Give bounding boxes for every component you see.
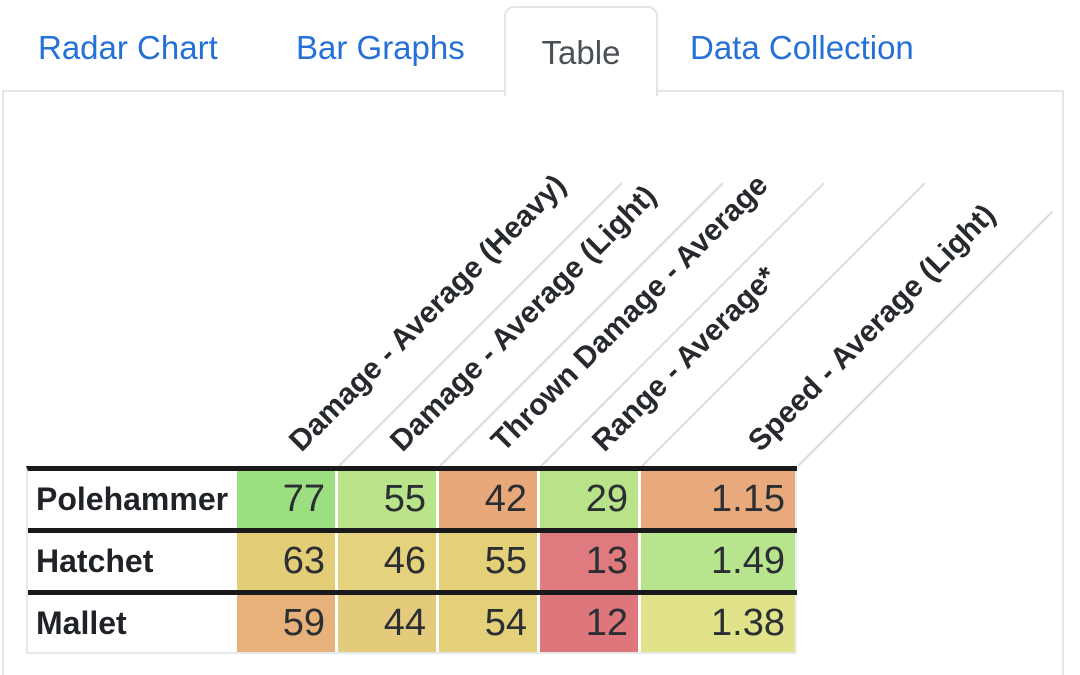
table-cell: 44 bbox=[338, 595, 439, 652]
tab-table-label: Table bbox=[541, 33, 621, 71]
table-cell: 1.15 bbox=[641, 471, 797, 528]
row-header: Polehammer bbox=[28, 471, 237, 528]
tab-table[interactable]: Table bbox=[504, 6, 658, 96]
table-cell: 1.38 bbox=[641, 595, 797, 652]
table-cell: 12 bbox=[540, 595, 641, 652]
tab-data-collection[interactable]: Data Collection bbox=[690, 29, 914, 66]
table-cell: 13 bbox=[540, 533, 641, 590]
row-header: Hatchet bbox=[28, 533, 237, 590]
table-cell: 59 bbox=[237, 595, 338, 652]
weapon-stats-table: Polehammer 77 55 42 29 1.15 Hatchet 63 4… bbox=[26, 466, 797, 654]
table-cell: 77 bbox=[237, 471, 338, 528]
table-row-polehammer: Polehammer 77 55 42 29 1.15 bbox=[28, 471, 797, 528]
table-cell: 55 bbox=[338, 471, 439, 528]
tab-bar-graphs[interactable]: Bar Graphs bbox=[296, 29, 465, 66]
table-cell: 63 bbox=[237, 533, 338, 590]
table-row-mallet: Mallet 59 44 54 12 1.38 bbox=[28, 590, 797, 652]
table-cell: 46 bbox=[338, 533, 439, 590]
table-cell: 54 bbox=[439, 595, 540, 652]
table-cell: 29 bbox=[540, 471, 641, 528]
row-header: Mallet bbox=[28, 595, 237, 652]
table-cell: 1.49 bbox=[641, 533, 797, 590]
table-cell: 42 bbox=[439, 471, 540, 528]
tab-radar-chart[interactable]: Radar Chart bbox=[38, 29, 218, 66]
table-cell: 55 bbox=[439, 533, 540, 590]
table-row-hatchet: Hatchet 63 46 55 13 1.49 bbox=[28, 528, 797, 590]
